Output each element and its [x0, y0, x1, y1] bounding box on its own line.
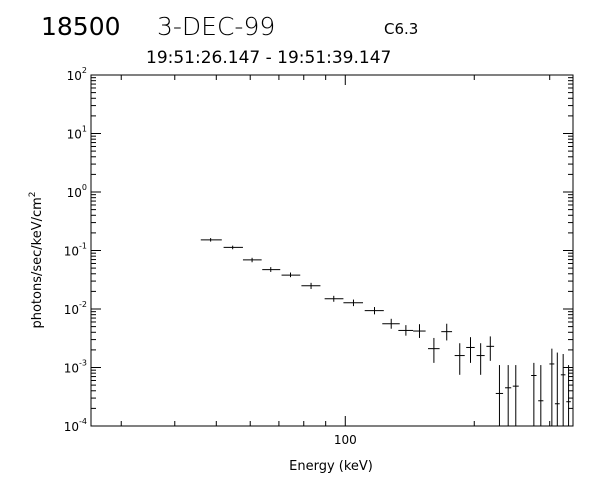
y-tick-label: 100 [67, 183, 87, 200]
y-tick-label: 102 [67, 66, 87, 83]
data-point [364, 307, 384, 315]
y-tick-exponent: 2 [82, 66, 87, 75]
y-tick-exponent: -4 [79, 417, 87, 426]
y-tick-label: 10-2 [64, 300, 87, 317]
data-point [324, 295, 344, 302]
data-point [476, 343, 485, 375]
data-point [566, 365, 571, 426]
x-minor-ticks [120, 75, 551, 426]
data-point [343, 299, 364, 307]
y-ticks [91, 74, 573, 427]
y-tick-label: 10-3 [64, 359, 87, 376]
x-tick-label: 100 [334, 433, 357, 447]
x-tick-labels: 100 [334, 433, 357, 447]
y-axis-label: photons/sec/keV/cm2 [28, 191, 45, 328]
event-id-label: 18500 [41, 12, 121, 41]
y-tick-base: 10 [64, 362, 79, 376]
data-point [200, 238, 222, 242]
y-tick-base: 10 [64, 245, 79, 259]
data-point [560, 354, 566, 426]
data-point [531, 362, 537, 426]
y-tick-base: 10 [64, 303, 79, 317]
y-tick-exponent: 0 [82, 183, 87, 192]
data-point [262, 267, 281, 272]
data-point [223, 245, 243, 250]
data-points [200, 238, 571, 426]
y-tick-base: 10 [67, 186, 82, 200]
y-tick-exponent: -1 [79, 242, 87, 251]
y-tick-label: 10-4 [64, 417, 87, 434]
data-point [281, 272, 301, 278]
y-axis-label-superscript: 2 [28, 191, 38, 197]
y-tick-exponent: 1 [82, 125, 87, 134]
data-point [512, 365, 519, 426]
data-point [441, 323, 453, 341]
data-point [413, 324, 426, 338]
y-tick-label: 10-1 [64, 242, 87, 259]
data-point [554, 352, 560, 426]
plot-frame [90, 74, 574, 427]
y-axis-label-text: photons/sec/keV/cm [30, 197, 45, 328]
data-point [428, 337, 440, 363]
time-range-label: 19:51:26.147 - 19:51:39.147 [146, 48, 392, 68]
y-tick-base: 10 [64, 420, 79, 434]
y-tick-base: 10 [67, 128, 82, 142]
flare-class-label: C6.3 [384, 20, 419, 38]
data-point [538, 365, 544, 426]
y-tick-exponent: -3 [79, 359, 87, 368]
data-point [301, 282, 321, 289]
y-tick-exponent: -2 [79, 300, 87, 309]
data-point [382, 318, 400, 329]
x-axis-label: Energy (keV) [289, 459, 373, 474]
data-point [242, 257, 262, 263]
data-point [398, 325, 414, 336]
data-point [486, 336, 495, 361]
data-point [454, 343, 465, 375]
data-point [466, 337, 475, 363]
data-point [495, 365, 504, 426]
event-date-label: 3-DEC-99 [157, 12, 276, 41]
data-point [505, 365, 512, 426]
y-tick-base: 10 [67, 69, 82, 83]
data-point [549, 348, 555, 426]
y-tick-label: 101 [67, 125, 87, 142]
